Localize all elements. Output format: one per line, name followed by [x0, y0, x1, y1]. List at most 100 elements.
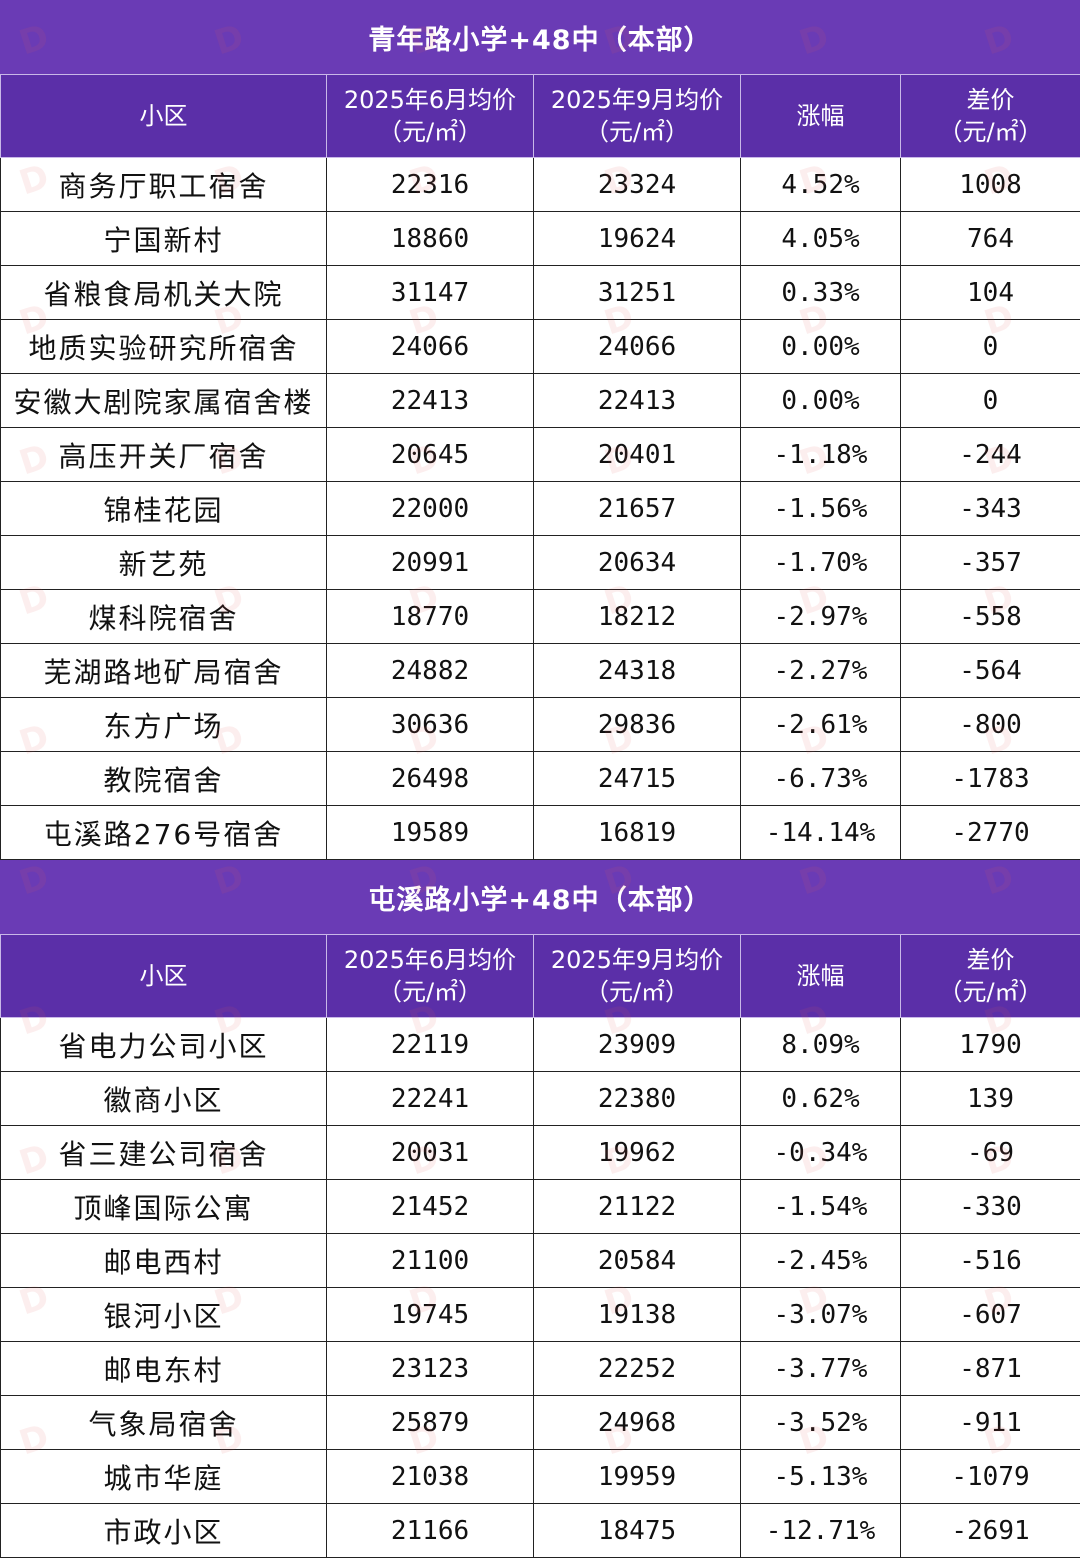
cell-diff: 139 — [900, 1071, 1080, 1126]
cell-june-price: 21166 — [326, 1503, 534, 1558]
table-row: 新艺苑 20991 20634 -1.70% -357 — [0, 535, 1080, 590]
table-row: 东方广场 30636 29836 -2.61% -800 — [0, 697, 1080, 752]
cell-sept-price: 24715 — [533, 751, 741, 806]
cell-change: -2.97% — [740, 589, 901, 644]
cell-name: 邮电西村 — [0, 1233, 327, 1288]
cell-change: -0.34% — [740, 1125, 901, 1180]
cell-sept-price: 22380 — [533, 1071, 741, 1126]
cell-change: -3.77% — [740, 1341, 901, 1396]
cell-name: 省粮食局机关大院 — [0, 265, 327, 320]
header-row: 小区 2025年6月均价 （元/㎡） 2025年9月均价 （元/㎡） 涨幅 差价… — [0, 934, 1080, 1018]
header-june-unit: （元/㎡） — [377, 118, 483, 146]
cell-diff: -357 — [900, 535, 1080, 590]
header-sept-unit: （元/㎡） — [584, 118, 690, 146]
cell-change: -1.54% — [740, 1179, 901, 1234]
cell-diff: -558 — [900, 589, 1080, 644]
cell-diff: 0 — [900, 319, 1080, 374]
price-table: 小区 2025年6月均价 （元/㎡） 2025年9月均价 （元/㎡） 涨幅 差价… — [0, 74, 1080, 860]
cell-diff: -2691 — [900, 1503, 1080, 1558]
cell-name: 教院宿舍 — [0, 751, 327, 806]
cell-june-price: 23123 — [326, 1341, 534, 1396]
cell-change: 0.62% — [740, 1071, 901, 1126]
cell-june-price: 19745 — [326, 1287, 534, 1342]
cell-june-price: 26498 — [326, 751, 534, 806]
cell-june-price: 21100 — [326, 1233, 534, 1288]
cell-june-price: 20645 — [326, 427, 534, 482]
section-title: 屯溪路小学+48中（本部） — [0, 860, 1080, 934]
cell-name: 银河小区 — [0, 1287, 327, 1342]
table-row: 省电力公司小区 22119 23909 8.09% 1790 — [0, 1017, 1080, 1072]
cell-june-price: 19589 — [326, 805, 534, 860]
cell-sept-price: 20584 — [533, 1233, 741, 1288]
cell-name: 省电力公司小区 — [0, 1017, 327, 1072]
cell-change: -2.27% — [740, 643, 901, 698]
cell-name: 高压开关厂宿舍 — [0, 427, 327, 482]
cell-june-price: 21038 — [326, 1449, 534, 1504]
cell-june-price: 18860 — [326, 211, 534, 266]
cell-sept-price: 21122 — [533, 1179, 741, 1234]
cell-june-price: 20031 — [326, 1125, 534, 1180]
cell-june-price: 22241 — [326, 1071, 534, 1126]
cell-june-price: 24066 — [326, 319, 534, 374]
cell-sept-price: 24318 — [533, 643, 741, 698]
table-row: 安徽大剧院家属宿舍楼 22413 22413 0.00% 0 — [0, 373, 1080, 428]
cell-diff: -2770 — [900, 805, 1080, 860]
table-row: 地质实验研究所宿舍 24066 24066 0.00% 0 — [0, 319, 1080, 374]
header-june: 2025年6月均价 （元/㎡） — [326, 74, 534, 158]
table-row: 气象局宿舍 25879 24968 -3.52% -911 — [0, 1395, 1080, 1450]
cell-diff: -911 — [900, 1395, 1080, 1450]
cell-change: 0.00% — [740, 373, 901, 428]
cell-name: 屯溪路276号宿舍 — [0, 805, 327, 860]
cell-sept-price: 22413 — [533, 373, 741, 428]
cell-name: 省三建公司宿舍 — [0, 1125, 327, 1180]
header-june: 2025年6月均价 （元/㎡） — [326, 934, 534, 1018]
cell-june-price: 21452 — [326, 1179, 534, 1234]
cell-name: 安徽大剧院家属宿舍楼 — [0, 373, 327, 428]
cell-june-price: 20991 — [326, 535, 534, 590]
cell-diff: 0 — [900, 373, 1080, 428]
section-qingnianlu: 青年路小学+48中（本部） 小区 2025年6月均价 （元/㎡） 2025年9月… — [0, 0, 1080, 860]
header-sept-unit: （元/㎡） — [584, 978, 690, 1006]
cell-june-price: 24882 — [326, 643, 534, 698]
cell-change: -14.14% — [740, 805, 901, 860]
table-row: 城市华庭 21038 19959 -5.13% -1079 — [0, 1449, 1080, 1504]
header-diff-label: 差价 — [966, 946, 1015, 974]
cell-sept-price: 29836 — [533, 697, 741, 752]
cell-diff: -607 — [900, 1287, 1080, 1342]
cell-diff: 764 — [900, 211, 1080, 266]
table-row: 芜湖路地矿局宿舍 24882 24318 -2.27% -564 — [0, 643, 1080, 698]
cell-sept-price: 31251 — [533, 265, 741, 320]
cell-name: 顶峰国际公寓 — [0, 1179, 327, 1234]
header-row: 小区 2025年6月均价 （元/㎡） 2025年9月均价 （元/㎡） 涨幅 差价… — [0, 74, 1080, 158]
cell-june-price: 30636 — [326, 697, 534, 752]
cell-name: 徽商小区 — [0, 1071, 327, 1126]
header-june-label: 2025年6月均价 — [343, 86, 517, 114]
cell-change: -1.56% — [740, 481, 901, 536]
price-table: 小区 2025年6月均价 （元/㎡） 2025年9月均价 （元/㎡） 涨幅 差价… — [0, 934, 1080, 1558]
cell-change: 0.33% — [740, 265, 901, 320]
header-sept-label: 2025年9月均价 — [550, 86, 724, 114]
cell-name: 邮电东村 — [0, 1341, 327, 1396]
cell-sept-price: 16819 — [533, 805, 741, 860]
table-row: 省三建公司宿舍 20031 19962 -0.34% -69 — [0, 1125, 1080, 1180]
header-sept: 2025年9月均价 （元/㎡） — [533, 934, 741, 1018]
cell-june-price: 22413 — [326, 373, 534, 428]
cell-sept-price: 19138 — [533, 1287, 741, 1342]
cell-diff: -871 — [900, 1341, 1080, 1396]
cell-june-price: 22000 — [326, 481, 534, 536]
table-body: 省电力公司小区 22119 23909 8.09% 1790 徽商小区 22241 22380… — [0, 1017, 1080, 1558]
cell-name: 城市华庭 — [0, 1449, 327, 1504]
header-change: 涨幅 — [740, 934, 901, 1018]
header-diff-unit: （元/㎡） — [938, 978, 1043, 1006]
cell-diff: -1079 — [900, 1449, 1080, 1504]
cell-change: -5.13% — [740, 1449, 901, 1504]
cell-change: -2.61% — [740, 697, 901, 752]
section-title: 青年路小学+48中（本部） — [0, 0, 1080, 74]
cell-sept-price: 20401 — [533, 427, 741, 482]
cell-name: 煤科院宿舍 — [0, 589, 327, 644]
header-name: 小区 — [0, 74, 327, 158]
header-diff: 差价 （元/㎡） — [900, 934, 1080, 1018]
header-june-label: 2025年6月均价 — [343, 946, 517, 974]
header-diff: 差价 （元/㎡） — [900, 74, 1080, 158]
